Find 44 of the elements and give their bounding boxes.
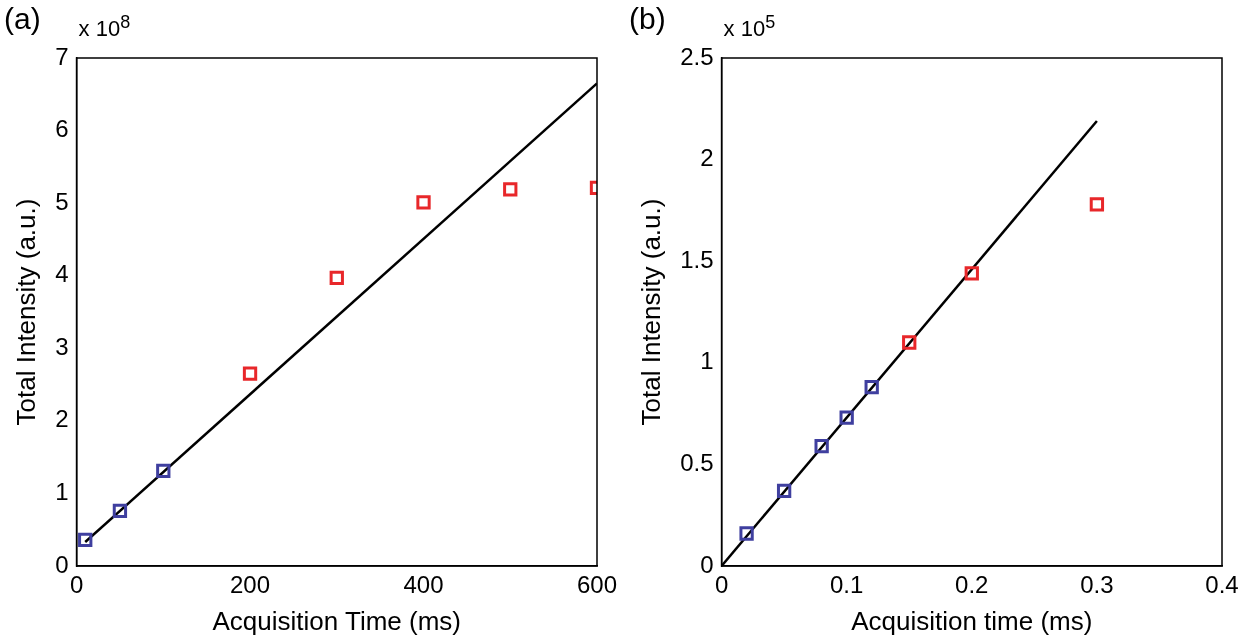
- y-tick-label: 0: [55, 550, 69, 578]
- y-tick-label: 5: [55, 187, 69, 215]
- y-axis-title: Total Intensity (a.u.): [10, 198, 41, 426]
- point: [739, 526, 754, 541]
- x-tick-label: 400: [403, 571, 444, 599]
- point: [776, 483, 792, 498]
- y-tick-label: 1: [55, 478, 69, 506]
- y-axis-title: Total Intensity (a.u.): [635, 198, 666, 426]
- text: x 10$^{5}$: [723, 12, 776, 43]
- y-tick-label: 2: [55, 405, 69, 433]
- point: [242, 366, 258, 381]
- x-tick-label: 0.1: [829, 571, 864, 599]
- y-tick-label: 0: [700, 550, 714, 578]
- point: [814, 438, 829, 454]
- x-tick-label: 600: [576, 571, 618, 599]
- y-tick-label: 4: [55, 260, 69, 288]
- y-tick-label: 1: [700, 347, 714, 375]
- chart-title: (b): [629, 2, 666, 36]
- y-tick-label: 6: [55, 115, 69, 143]
- point: [902, 335, 917, 350]
- y-tick-label: 7: [55, 42, 69, 70]
- x-axis-title: Acquisition Time (ms): [212, 605, 462, 636]
- y-tick-label: 2.5: [680, 42, 714, 70]
- point: [112, 503, 128, 518]
- y-tick-label: 3: [55, 332, 69, 360]
- x-axis-title: Acquisition time (ms): [851, 605, 1093, 636]
- text: x 10$^{8}$: [78, 12, 131, 43]
- point: [1089, 197, 1105, 212]
- x-tick-label: 0.4: [1205, 571, 1239, 599]
- point: [156, 463, 171, 479]
- y-tick-label: 1.5: [680, 245, 714, 273]
- point: [864, 380, 879, 395]
- point: [964, 266, 979, 281]
- x-tick-label: 0.2: [955, 571, 989, 599]
- point: [416, 195, 431, 210]
- point: [329, 270, 344, 286]
- x-tick-label: 200: [230, 571, 271, 599]
- point: [503, 182, 518, 197]
- point: [839, 410, 854, 425]
- x-tick-label: 0.3: [1080, 571, 1114, 599]
- y-tick-label: 0.5: [680, 449, 714, 477]
- chart-title: (a): [4, 2, 41, 36]
- y-tick-label: 2: [700, 144, 714, 172]
- point: [78, 532, 93, 548]
